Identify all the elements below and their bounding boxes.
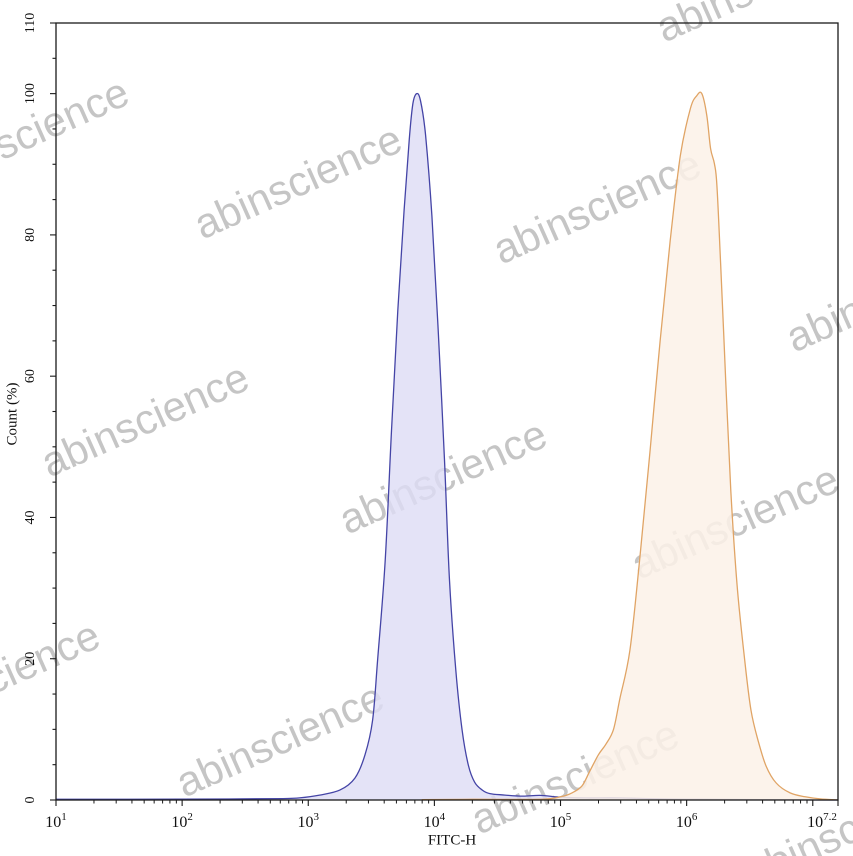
x-tick-label: 103 xyxy=(298,811,320,831)
y-axis-title: Count (%) xyxy=(4,382,21,446)
negative-control-peak-area xyxy=(56,93,838,800)
x-axis-title: FITC-H xyxy=(427,832,477,849)
x-tick-label: 102 xyxy=(171,811,193,831)
x-tick-label: 106 xyxy=(676,811,698,831)
y-tick-label: 20 xyxy=(23,652,38,666)
stained-sample-peak-curve xyxy=(421,91,839,801)
stained-sample-peak-area xyxy=(421,92,838,801)
x-tick-label: 105 xyxy=(550,811,572,831)
x-tick-label: 107.2 xyxy=(807,811,837,831)
y-tick-label: 100 xyxy=(23,83,38,104)
negative-control-peak-curve xyxy=(55,92,839,801)
y-tick-label: 80 xyxy=(23,228,38,242)
y-tick-label: 0 xyxy=(23,797,38,804)
x-tick-label: 104 xyxy=(424,811,446,831)
y-tick-label: 110 xyxy=(23,13,38,33)
y-tick-label: 40 xyxy=(23,510,38,524)
x-tick-label: 101 xyxy=(45,811,67,831)
y-tick-label: 60 xyxy=(23,369,38,383)
